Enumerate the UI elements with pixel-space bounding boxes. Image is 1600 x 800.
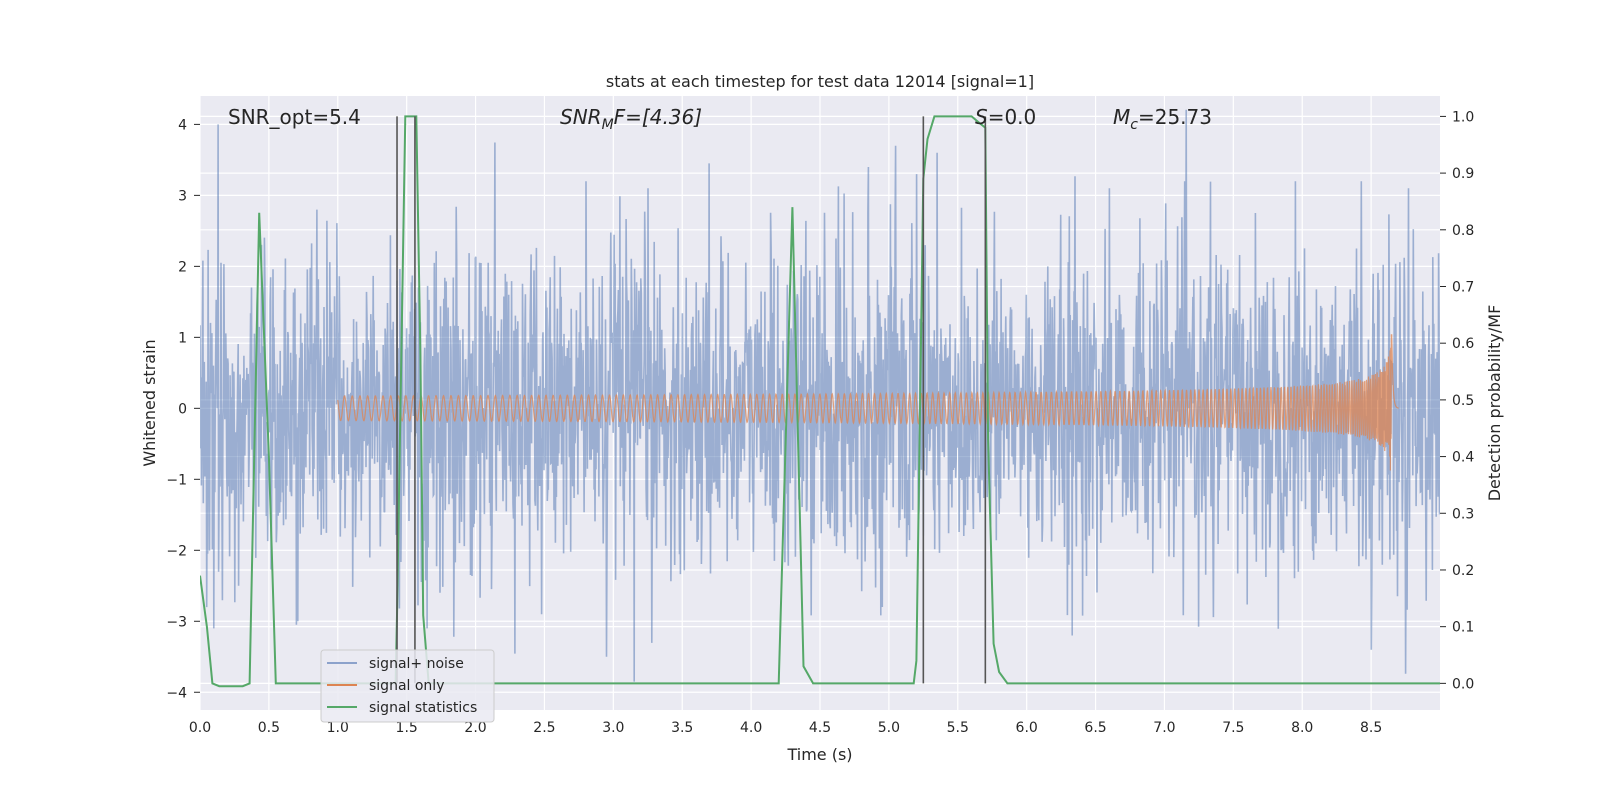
x-tick-label: 1.0: [327, 720, 349, 736]
y-tick-label: 2: [178, 259, 187, 275]
annotation-mc: Mc=25.73: [1113, 105, 1212, 133]
y-tick-label: −1: [166, 472, 187, 488]
x-axis-label: Time (s): [786, 745, 852, 764]
y2-tick-label: 0.4: [1452, 450, 1474, 466]
legend-label-signal-only: signal only: [369, 678, 444, 694]
y-tick-label: 0: [178, 401, 187, 417]
y-tick-label: −2: [166, 543, 187, 559]
series-signal-noise: [200, 109, 1440, 682]
y-tick-label: 4: [178, 117, 187, 133]
y-tick-label: −4: [166, 685, 187, 701]
chart-title: stats at each timestep for test data 120…: [606, 72, 1034, 91]
y2-tick-label: 0.7: [1452, 279, 1474, 295]
annotation-snr-mf: SNRMF=[4.36]: [560, 105, 702, 133]
y2-tick-label: 0.0: [1452, 676, 1474, 692]
x-tick-label: 3.5: [671, 720, 693, 736]
annotation-snr-opt: SNR_opt=5.4: [228, 105, 361, 129]
y-tick-label: −3: [166, 614, 187, 630]
y-tick-label: 3: [178, 188, 187, 204]
x-tick-label: 6.5: [1084, 720, 1106, 736]
legend: signal+ noise signal only signal statist…: [320, 649, 495, 723]
x-tick-label: 2.0: [464, 720, 486, 736]
y-tick-label: 1: [178, 330, 187, 346]
y2-tick-label: 0.6: [1452, 336, 1474, 352]
y2-tick-label: 0.1: [1452, 620, 1474, 636]
y2-tick-label: 0.2: [1452, 563, 1474, 579]
y2-axis-label: Detection probability/MF: [1485, 305, 1504, 502]
series-signal-only: [337, 334, 1399, 471]
x-tick-label: 0.0: [189, 720, 211, 736]
x-tick-label: 3.0: [602, 720, 624, 736]
annotations: SNR_opt=5.4 SNRMF=[4.36] S=0.0 Mc=25.73: [228, 105, 1212, 133]
annotation-s: S=0.0: [975, 105, 1036, 129]
x-tick-label: 8.5: [1360, 720, 1382, 736]
x-tick-label: 8.0: [1291, 720, 1313, 736]
x-tick-label: 2.5: [533, 720, 555, 736]
legend-label-signal-statistics: signal statistics: [369, 700, 477, 716]
x-tick-label: 1.5: [396, 720, 418, 736]
y2-tick-label: 0.8: [1452, 223, 1474, 239]
x-tick-label: 6.0: [1016, 720, 1038, 736]
y2-tick-label: 1.0: [1452, 109, 1474, 125]
legend-label-signal-noise: signal+ noise: [369, 656, 464, 672]
y2-tick-label: 0.5: [1452, 393, 1474, 409]
y2-tick-label: 0.3: [1452, 506, 1474, 522]
legend-frame: [320, 649, 495, 723]
x-tick-label: 4.0: [740, 720, 762, 736]
x-tick-label: 7.5: [1222, 720, 1244, 736]
y2-tick-label: 0.9: [1452, 166, 1474, 182]
x-tick-label: 5.0: [878, 720, 900, 736]
x-tick-label: 7.0: [1153, 720, 1175, 736]
x-tick-label: 4.5: [809, 720, 831, 736]
x-tick-label: 0.5: [258, 720, 280, 736]
x-tick-label: 5.5: [947, 720, 969, 736]
axis-ticks: 0.0 0.5 1.0 1.5 2.0 2.5 3.0 3.5 4.0 4.5 5.0 5.5 6.0 6…: [166, 109, 1474, 736]
y-axis-label: Whitened strain: [140, 339, 159, 466]
